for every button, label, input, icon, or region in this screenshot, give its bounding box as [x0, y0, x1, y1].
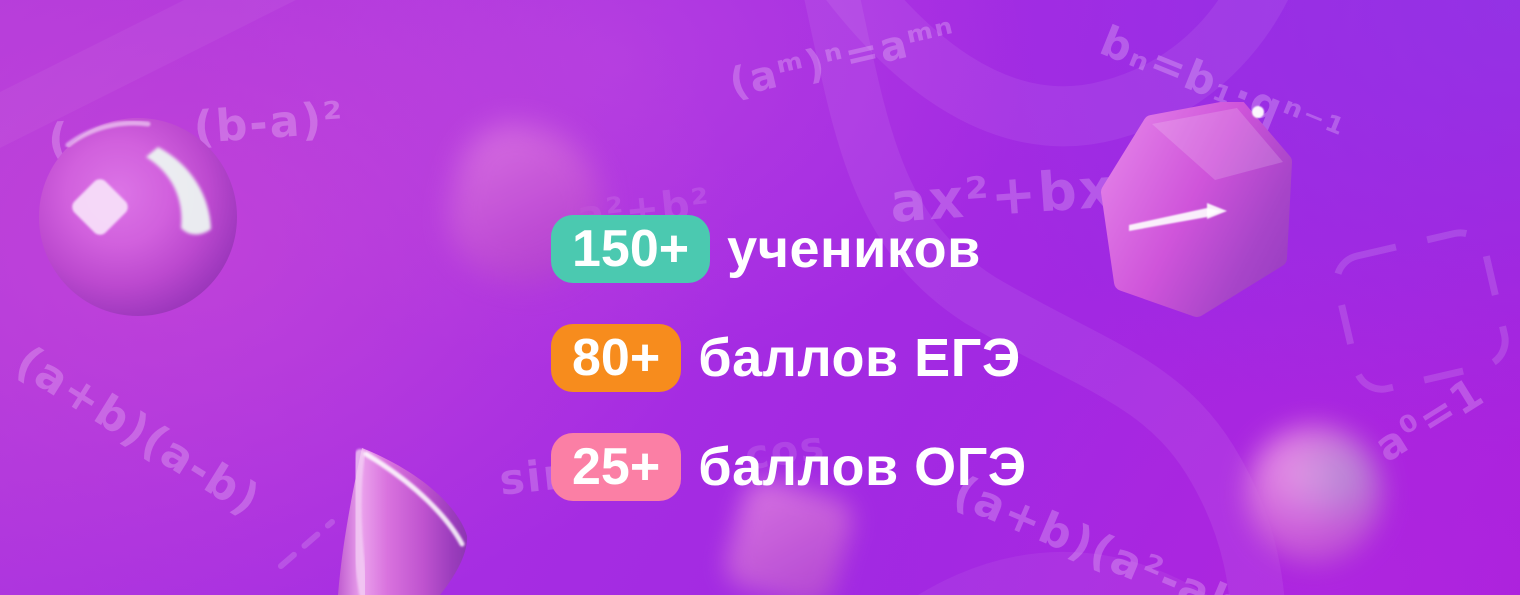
stat-label: баллов ОГЭ [698, 437, 1027, 497]
formula-text: (a+b)(a-b) [6, 336, 270, 527]
dashed-line [278, 519, 335, 569]
glossy-sphere [39, 118, 237, 316]
formula-text: (b-a)² [192, 92, 347, 154]
stat-badge: 25+ [551, 433, 682, 501]
stat-label: учеников [727, 219, 981, 279]
stat-row: 80+ баллов ЕГЭ [551, 324, 1021, 392]
formula-text: ( [46, 112, 73, 168]
glossy-cube [1101, 102, 1292, 317]
dashed-square [1333, 229, 1509, 393]
stat-row: 150+ учеников [551, 215, 981, 283]
blurred-sphere [1245, 424, 1383, 564]
stat-badge: 80+ [551, 324, 682, 392]
glossy-cone [338, 448, 468, 595]
stat-label: баллов ЕГЭ [698, 328, 1021, 388]
formula-text: bₙ=b₁·qⁿ⁻¹ [1093, 16, 1352, 159]
stat-badge: 150+ [551, 215, 711, 283]
stat-row: 25+ баллов ОГЭ [551, 433, 1027, 501]
formula-text: a⁰=1 [1366, 366, 1494, 472]
formula-text: (aᵐ)ⁿ=aᵐⁿ [725, 9, 962, 107]
